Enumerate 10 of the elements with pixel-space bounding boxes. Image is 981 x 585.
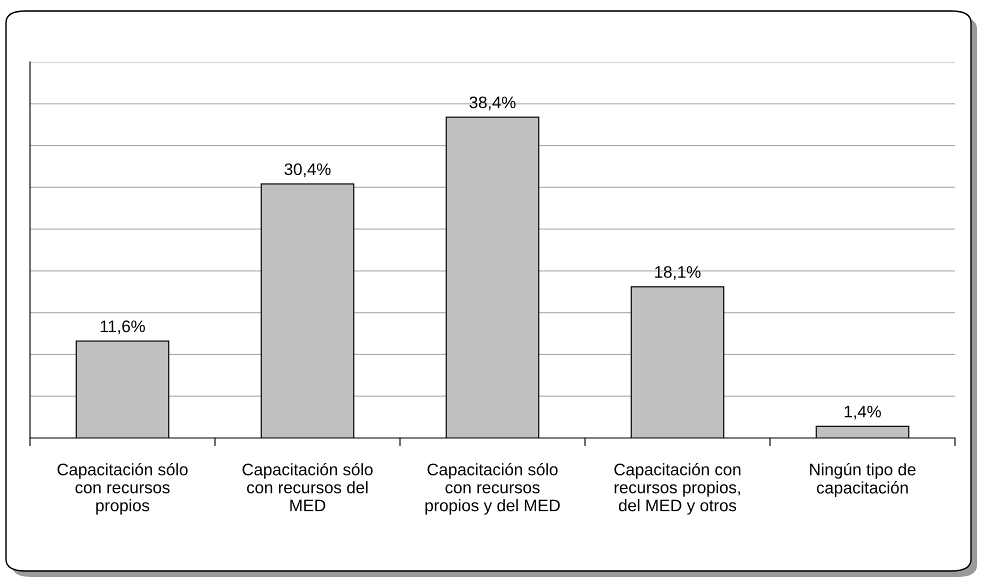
data-label: 38,4% bbox=[470, 96, 516, 110]
data-label: 30,4% bbox=[284, 163, 331, 178]
x-tick-label: Capacitación sólo con recursos del MED bbox=[242, 463, 373, 512]
x-tick-label: Capacitación sólo con recursos propios y del MED bbox=[425, 463, 560, 515]
data-label: 11,6% bbox=[100, 320, 145, 334]
data-label: 18,1% bbox=[655, 266, 701, 280]
data-label: 1,4% bbox=[844, 406, 881, 420]
x-tick-label: Capacitación con recursos propios, del MED y otros bbox=[614, 463, 740, 515]
x-tick-label: Ningún tipo de capacitación bbox=[810, 463, 916, 497]
x-tick-label: Capacitación sólo con recursos propios bbox=[58, 463, 188, 515]
